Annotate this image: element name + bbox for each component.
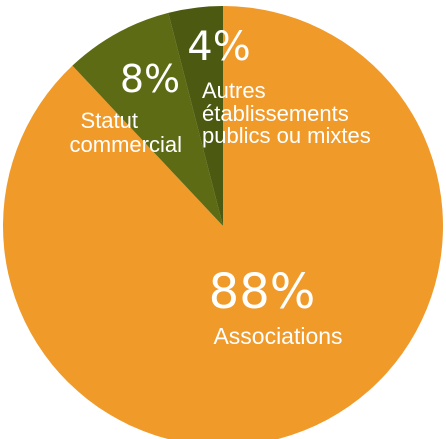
pie-slices — [3, 6, 443, 439]
slice-value-commercial: 8% — [120, 57, 180, 101]
slice-autres — [168, 6, 223, 226]
slice-label-autres-2: établissements — [202, 101, 349, 126]
slice-associations — [3, 6, 443, 439]
slice-value-associations: 88% — [209, 264, 316, 320]
slice-label-associations: Associations — [213, 323, 342, 349]
slice-label-commercial-2: commercial — [70, 132, 182, 157]
slice-commercial — [72, 12, 224, 226]
slice-label-autres-3: publics ou mixtes — [202, 123, 371, 148]
slice-label-commercial-1: Statut — [81, 108, 138, 133]
slice-value-autres: 4% — [187, 24, 250, 70]
slice-label-autres-1: Autres — [202, 78, 266, 103]
